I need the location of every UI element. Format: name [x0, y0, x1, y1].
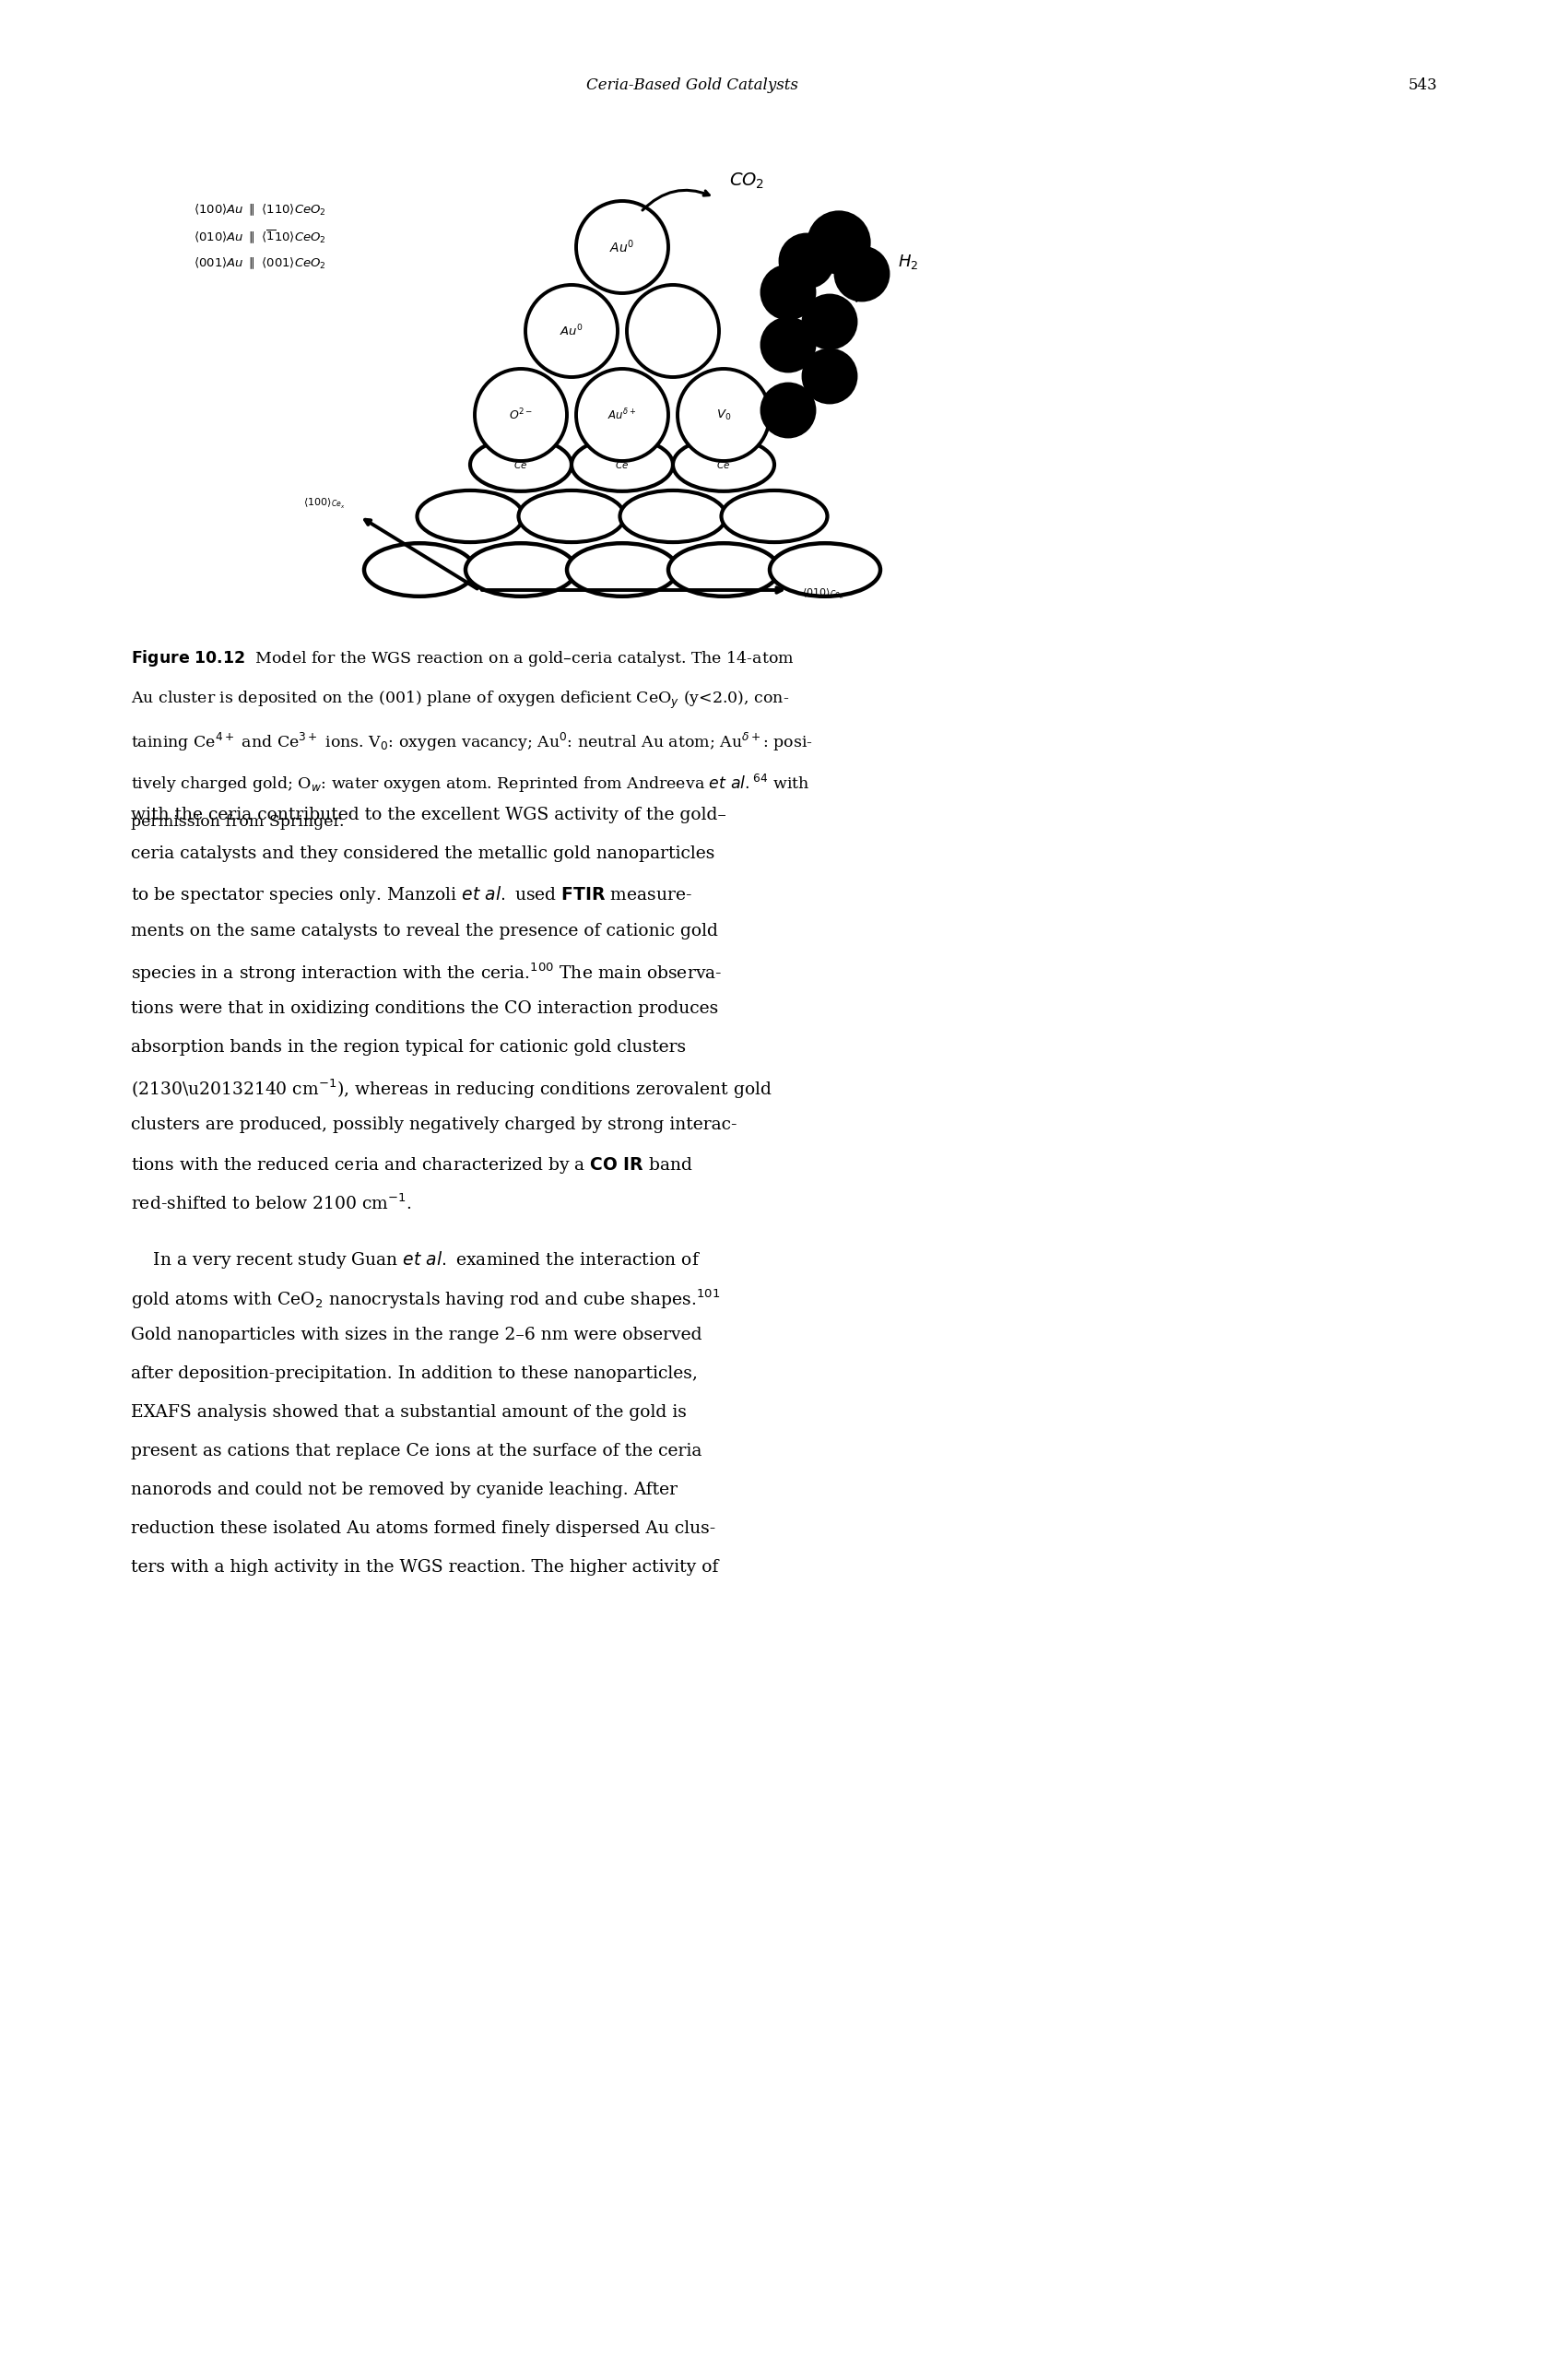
Text: ters with a high activity in the WGS reaction. The higher activity of: ters with a high activity in the WGS rea…	[130, 1560, 718, 1576]
Text: after deposition-precipitation. In addition to these nanoparticles,: after deposition-precipitation. In addit…	[130, 1366, 698, 1382]
Text: $\mathbf{Figure\ 10.12}$  Model for the WGS reaction on a gold–ceria catalyst. T: $\mathbf{Figure\ 10.12}$ Model for the W…	[130, 647, 793, 669]
Text: $\langle 001\rangle Au\ \parallel\ \langle 001\rangle CeO_2$: $\langle 001\rangle Au\ \parallel\ \lang…	[193, 255, 326, 272]
Ellipse shape	[519, 492, 624, 541]
Ellipse shape	[673, 437, 775, 492]
Text: 543: 543	[1408, 78, 1438, 95]
Text: gold atoms with CeO$_2$ nanocrystals having rod and cube shapes.$^{101}$: gold atoms with CeO$_2$ nanocrystals hav…	[130, 1288, 720, 1311]
Text: $CO_2$: $CO_2$	[729, 170, 764, 191]
Ellipse shape	[364, 543, 475, 595]
Text: Ceria-Based Gold Catalysts: Ceria-Based Gold Catalysts	[586, 78, 798, 95]
Text: (2130\u20132140 cm$^{-1}$), whereas in reducing conditions zerovalent gold: (2130\u20132140 cm$^{-1}$), whereas in r…	[130, 1078, 773, 1101]
Text: $H_2$: $H_2$	[898, 253, 919, 272]
Text: tions were that in oxidizing conditions the CO interaction produces: tions were that in oxidizing conditions …	[130, 1000, 718, 1016]
Ellipse shape	[721, 492, 828, 541]
Text: $Ce$: $Ce$	[717, 458, 731, 470]
Text: $Au^0$: $Au^0$	[560, 324, 583, 338]
Ellipse shape	[466, 543, 575, 595]
Text: ceria catalysts and they considered the metallic gold nanoparticles: ceria catalysts and they considered the …	[130, 846, 715, 862]
Text: $V_0$: $V_0$	[717, 409, 731, 423]
Text: $Ce$: $Ce$	[514, 458, 528, 470]
Circle shape	[677, 369, 770, 461]
Ellipse shape	[770, 543, 880, 595]
Ellipse shape	[470, 437, 571, 492]
Text: present as cations that replace Ce ions at the surface of the ceria: present as cations that replace Ce ions …	[130, 1444, 702, 1460]
Circle shape	[834, 246, 889, 300]
Text: taining Ce$^{4+}$ and Ce$^{3+}$ ions. V$_0$: oxygen vacancy; Au$^0$: neutral Au : taining Ce$^{4+}$ and Ce$^{3+}$ ions. V$…	[130, 730, 812, 754]
Text: EXAFS analysis showed that a substantial amount of the gold is: EXAFS analysis showed that a substantial…	[130, 1404, 687, 1420]
Ellipse shape	[568, 543, 677, 595]
Ellipse shape	[571, 437, 673, 492]
Text: $Au^{\delta+}$: $Au^{\delta+}$	[608, 406, 637, 423]
Circle shape	[575, 201, 668, 293]
Text: absorption bands in the region typical for cationic gold clusters: absorption bands in the region typical f…	[130, 1040, 685, 1056]
Text: ments on the same catalysts to reveal the presence of cationic gold: ments on the same catalysts to reveal th…	[130, 924, 718, 940]
Circle shape	[525, 286, 618, 378]
Circle shape	[760, 265, 815, 319]
Circle shape	[475, 369, 568, 461]
Text: $\langle 100\rangle Au\ \parallel\ \langle 110\rangle CeO_2$: $\langle 100\rangle Au\ \parallel\ \lang…	[193, 203, 326, 217]
Text: In a very recent study Guan $\mathit{et\ al.}$ examined the interaction of: In a very recent study Guan $\mathit{et\…	[130, 1250, 701, 1271]
Text: nanorods and could not be removed by cyanide leaching. After: nanorods and could not be removed by cya…	[130, 1482, 677, 1498]
Text: tions with the reduced ceria and characterized by a $\mathbf{CO\ IR}$ band: tions with the reduced ceria and charact…	[130, 1156, 693, 1174]
Text: Gold nanoparticles with sizes in the range 2–6 nm were observed: Gold nanoparticles with sizes in the ran…	[130, 1326, 702, 1342]
Text: reduction these isolated Au atoms formed finely dispersed Au clus-: reduction these isolated Au atoms formed…	[130, 1519, 715, 1536]
Circle shape	[760, 317, 815, 371]
Text: tively charged gold; O$_w$: water oxygen atom. Reprinted from Andreeva $\mathit{: tively charged gold; O$_w$: water oxygen…	[130, 773, 809, 794]
Ellipse shape	[619, 492, 726, 541]
Circle shape	[808, 213, 870, 274]
Text: $Au^0$: $Au^0$	[610, 239, 635, 255]
Circle shape	[803, 350, 856, 404]
Text: to be spectator species only. Manzoli $\mathit{et\ al.}$ used $\mathbf{FTIR}$ me: to be spectator species only. Manzoli $\…	[130, 884, 693, 905]
Text: $Ce$: $Ce$	[615, 458, 629, 470]
Text: clusters are produced, possibly negatively charged by strong interac-: clusters are produced, possibly negative…	[130, 1115, 737, 1134]
Circle shape	[803, 295, 856, 350]
Circle shape	[760, 383, 815, 437]
Text: permission from Springer.: permission from Springer.	[130, 815, 345, 829]
Circle shape	[779, 234, 834, 288]
Text: $\langle 010 \rangle_{Ce_{x}}$: $\langle 010 \rangle_{Ce_{x}}$	[801, 586, 844, 600]
Circle shape	[627, 286, 720, 378]
Text: Au cluster is deposited on the (001) plane of oxygen deficient CeO$_y$ (y<2.0), : Au cluster is deposited on the (001) pla…	[130, 690, 789, 711]
Ellipse shape	[668, 543, 779, 595]
Text: $\langle 100 \rangle_{Ce_{x}}$: $\langle 100 \rangle_{Ce_{x}}$	[304, 496, 345, 510]
Text: red-shifted to below 2100 cm$^{-1}$.: red-shifted to below 2100 cm$^{-1}$.	[130, 1193, 412, 1215]
Text: $O^{2-}$: $O^{2-}$	[508, 406, 533, 423]
Text: species in a strong interaction with the ceria.$^{100}$ The main observa-: species in a strong interaction with the…	[130, 962, 723, 985]
Text: $\langle 010\rangle Au\ \parallel\ \langle\overline{1}10\rangle CeO_2$: $\langle 010\rangle Au\ \parallel\ \lang…	[193, 229, 326, 246]
Text: with the ceria contributed to the excellent WGS activity of the gold–: with the ceria contributed to the excell…	[130, 806, 726, 822]
Circle shape	[575, 369, 668, 461]
Ellipse shape	[417, 492, 524, 541]
